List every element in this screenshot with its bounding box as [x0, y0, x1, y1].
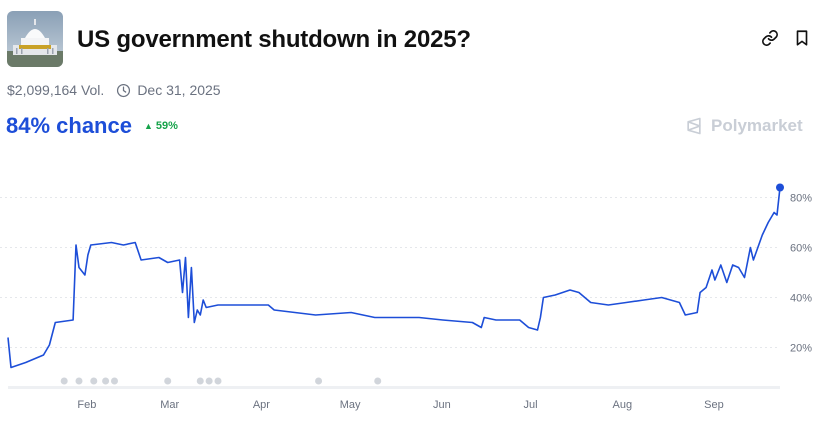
event-marker [60, 377, 68, 385]
y-axis-labels: 80% 60% 40% 20% [790, 193, 812, 355]
event-marker [110, 377, 118, 385]
event-marker [374, 377, 382, 385]
x-tick-label: May [340, 399, 361, 411]
chart-gridlines [0, 197, 780, 348]
event-marker [164, 377, 172, 385]
event-marker [315, 377, 323, 385]
x-tick-label: Jul [524, 399, 538, 411]
event-marker [196, 377, 204, 385]
event-marker [102, 377, 110, 385]
clock-icon [117, 83, 131, 97]
brand-name: Polymarket [711, 116, 803, 135]
x-tick-label: Jun [433, 399, 451, 411]
current-price-dot [776, 183, 784, 192]
chance-value: 84% chance [6, 113, 132, 138]
baseline-bar [8, 386, 780, 389]
x-tick-label: Feb [77, 399, 96, 411]
capitol-building-thumbnail [7, 11, 63, 67]
x-tick-label: Apr [253, 399, 270, 411]
x-tick-label: Aug [612, 399, 632, 411]
event-marker [75, 377, 83, 385]
event-marker [90, 377, 98, 385]
y-tick-label: 80% [790, 193, 812, 205]
chart-baseline [8, 386, 780, 389]
bookmark-icon[interactable] [793, 29, 811, 47]
x-axis-labels: Feb Mar Apr May Jun Jul Aug Sep [77, 399, 723, 411]
market-thumbnail [7, 11, 63, 67]
x-tick-label: Mar [160, 399, 179, 411]
chance-delta: ▲ 59% [144, 120, 178, 132]
y-tick-label: 60% [790, 243, 812, 255]
polymarket-brand: Polymarket [684, 116, 803, 136]
triangle-up-icon: ▲ [144, 121, 153, 131]
link-icon[interactable] [761, 29, 779, 47]
x-tick-label: Sep [704, 399, 724, 411]
end-date-text: Dec 31, 2025 [137, 82, 221, 98]
chance-delta-value: 59% [155, 120, 178, 132]
volume-text: $2,099,164 Vol. [7, 82, 105, 98]
price-line-group [7, 183, 784, 369]
event-marker [214, 377, 222, 385]
price-line [7, 187, 781, 369]
market-meta: $2,099,164 Vol. Dec 31, 2025 [7, 82, 221, 98]
market-title: US government shutdown in 2025? [77, 26, 471, 53]
polymarket-logo-icon [687, 117, 701, 135]
y-tick-label: 20% [790, 343, 812, 355]
event-markers [60, 377, 382, 385]
y-tick-label: 40% [790, 293, 812, 305]
event-marker [205, 377, 213, 385]
